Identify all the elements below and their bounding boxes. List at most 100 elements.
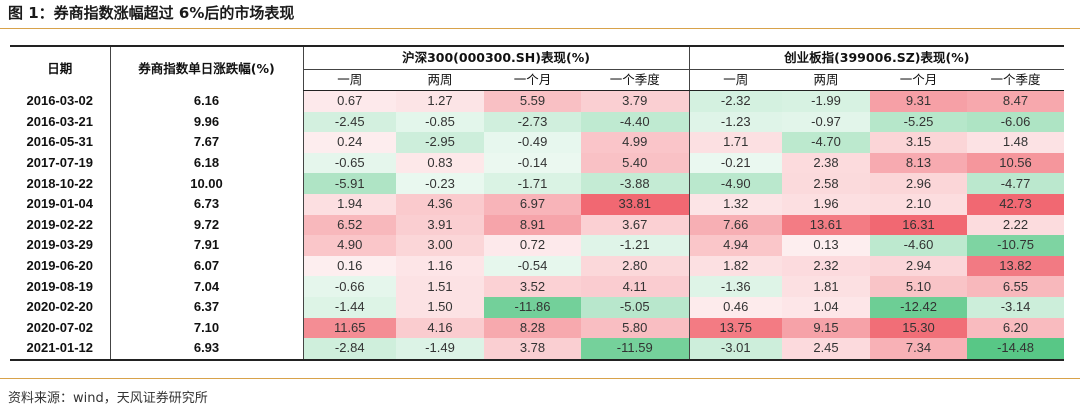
hs300-cell: 1.94 bbox=[302, 193, 396, 215]
hs300-cell: 1.27 bbox=[396, 90, 484, 112]
row-broker-change: 6.07 bbox=[109, 255, 303, 277]
row-broker-change: 7.10 bbox=[109, 317, 303, 339]
chinext-cell: 6.20 bbox=[967, 317, 1065, 339]
chinext-cell: -4.77 bbox=[967, 173, 1065, 194]
hs300-cell: 1.51 bbox=[396, 276, 484, 297]
row-broker-change: 7.04 bbox=[109, 276, 303, 297]
chinext-cell: 1.81 bbox=[782, 276, 870, 297]
chinext-cell: 2.10 bbox=[870, 193, 967, 215]
chinext-cell: -4.90 bbox=[688, 173, 782, 194]
hs300-cell: 3.67 bbox=[581, 214, 689, 236]
chinext-cell: -1.99 bbox=[782, 90, 870, 112]
chinext-cell: 6.55 bbox=[967, 276, 1065, 297]
chinext-cell: 1.04 bbox=[782, 296, 870, 318]
chinext-cell: 2.58 bbox=[782, 173, 870, 194]
hs300-cell: 33.81 bbox=[581, 193, 689, 215]
chinext-cell: 2.22 bbox=[967, 214, 1065, 236]
chinext-cell: -3.01 bbox=[688, 338, 782, 361]
hs300-cell: 0.16 bbox=[302, 255, 396, 277]
row-date: 2019-06-20 bbox=[26, 258, 94, 274]
table-row: 2019-01-04 6.73 1.94 4.36 6.97 33.81 1.32 1.96 2… bbox=[10, 193, 1065, 215]
hs300-cell: 3.91 bbox=[396, 214, 484, 236]
hs300-cell: 0.24 bbox=[302, 132, 396, 153]
hs300-cell: -1.71 bbox=[484, 173, 581, 194]
chinext-cell: 13.61 bbox=[782, 214, 870, 236]
chinext-cell: -10.75 bbox=[967, 235, 1065, 256]
market-performance-table: 日期 券商指数单日涨跌幅(%) 沪深300(000300.SH)表现(%) 创业… bbox=[10, 45, 1065, 361]
chinext-cell: 4.94 bbox=[688, 235, 782, 256]
header-hs300-group: 沪深300(000300.SH)表现(%) bbox=[302, 45, 689, 70]
chinext-cell: 13.82 bbox=[967, 255, 1065, 277]
chinext-cell: -3.14 bbox=[967, 296, 1065, 318]
chinext-cell: 2.45 bbox=[782, 338, 870, 361]
chinext-cell: -1.23 bbox=[688, 111, 782, 133]
table-row: 2016-05-31 7.67 0.24 -2.95 -0.49 4.99 1.71 -4.7… bbox=[10, 132, 1065, 153]
header-broker-change: 券商指数单日涨跌幅(%) bbox=[109, 45, 303, 91]
hs300-cell: 1.50 bbox=[396, 296, 484, 318]
table-row: 2020-02-20 6.37 -1.44 1.50 -11.86 -5.05 0.46 1.… bbox=[10, 296, 1065, 318]
hs300-cell: -1.44 bbox=[302, 296, 396, 318]
row-date: 2020-07-02 bbox=[26, 319, 94, 335]
row-broker-change: 9.72 bbox=[109, 214, 303, 236]
chinext-cell: -4.60 bbox=[870, 235, 967, 256]
hs300-cell: -1.49 bbox=[396, 338, 484, 361]
chinext-cell: -5.25 bbox=[870, 111, 967, 133]
row-date: 2019-02-22 bbox=[26, 216, 94, 232]
row-broker-change: 10.00 bbox=[109, 173, 303, 194]
header-date: 日期 bbox=[10, 45, 110, 91]
chinext-cell: -12.42 bbox=[870, 296, 967, 318]
hs300-cell: -4.40 bbox=[581, 111, 689, 133]
table-row: 2016-03-21 9.96 -2.45 -0.85 -2.73 -4.40 -1.23-… bbox=[10, 111, 1065, 133]
row-broker-change: 6.18 bbox=[109, 152, 303, 174]
table-row: 2017-07-19 6.18 -0.65 0.83 -0.14 5.40 -0.21 2.3… bbox=[10, 152, 1065, 174]
bottom-divider bbox=[0, 378, 1080, 379]
row-broker-change: 6.93 bbox=[109, 338, 303, 361]
row-broker-change: 7.67 bbox=[109, 132, 303, 153]
hs300-cell: -2.45 bbox=[302, 111, 396, 133]
chinext-cell: 8.13 bbox=[870, 152, 967, 174]
hs300-cell: -0.65 bbox=[302, 152, 396, 174]
hs300-cell: 5.80 bbox=[581, 317, 689, 339]
hs300-cell: -5.05 bbox=[581, 296, 689, 318]
chinext-cell: 7.34 bbox=[870, 338, 967, 361]
table-row: 2018-10-22 10.00 -5.91 -0.23 -1.71 -3.88 -4.90… bbox=[10, 173, 1065, 194]
hs300-cell: 6.97 bbox=[484, 193, 581, 215]
row-broker-change: 6.73 bbox=[109, 193, 303, 215]
row-date: 2016-05-31 bbox=[26, 134, 94, 150]
header-hs300-month: 一个月 bbox=[484, 69, 581, 91]
hs300-cell: -0.23 bbox=[396, 173, 484, 194]
hs300-cell: 8.28 bbox=[484, 317, 581, 339]
hs300-cell: -11.86 bbox=[484, 296, 581, 318]
row-date: 2019-01-04 bbox=[26, 196, 94, 212]
chinext-cell: 2.94 bbox=[870, 255, 967, 277]
row-date: 2020-02-20 bbox=[26, 299, 94, 315]
hs300-cell: -0.54 bbox=[484, 255, 581, 277]
row-broker-change: 6.16 bbox=[109, 90, 303, 112]
row-date: 2021-01-12 bbox=[10, 338, 110, 361]
row-date: 2017-07-19 bbox=[26, 155, 94, 171]
chinext-cell: 42.73 bbox=[967, 193, 1065, 215]
hs300-cell: 11.65 bbox=[302, 317, 396, 339]
chinext-cell: 13.75 bbox=[688, 317, 782, 339]
header-hs300-quarter: 一个季度 bbox=[581, 69, 689, 91]
row-broker-change: 7.91 bbox=[109, 235, 303, 256]
chinext-cell: 2.32 bbox=[782, 255, 870, 277]
hs300-cell: -1.21 bbox=[581, 235, 689, 256]
table-row: 2019-08-19 7.04 -0.66 1.51 3.52 4.11 -1.36 1.81… bbox=[10, 276, 1065, 297]
chinext-cell: 1.48 bbox=[967, 132, 1065, 153]
chinext-cell: 15.30 bbox=[870, 317, 967, 339]
header-chinext-week: 一周 bbox=[688, 69, 782, 91]
hs300-cell: -3.88 bbox=[581, 173, 689, 194]
hs300-cell: 6.52 bbox=[302, 214, 396, 236]
hs300-cell: 8.91 bbox=[484, 214, 581, 236]
chinext-cell: 3.15 bbox=[870, 132, 967, 153]
header-chinext-two-weeks: 两周 bbox=[782, 69, 870, 91]
hs300-cell: 4.11 bbox=[581, 276, 689, 297]
hs300-cell: -2.73 bbox=[484, 111, 581, 133]
hs300-cell: -0.49 bbox=[484, 132, 581, 153]
row-date: 2019-08-19 bbox=[26, 278, 94, 294]
chinext-cell: 1.96 bbox=[782, 193, 870, 215]
hs300-cell: -2.84 bbox=[302, 338, 396, 361]
chinext-cell: 16.31 bbox=[870, 214, 967, 236]
header-chinext-month: 一个月 bbox=[870, 69, 967, 91]
